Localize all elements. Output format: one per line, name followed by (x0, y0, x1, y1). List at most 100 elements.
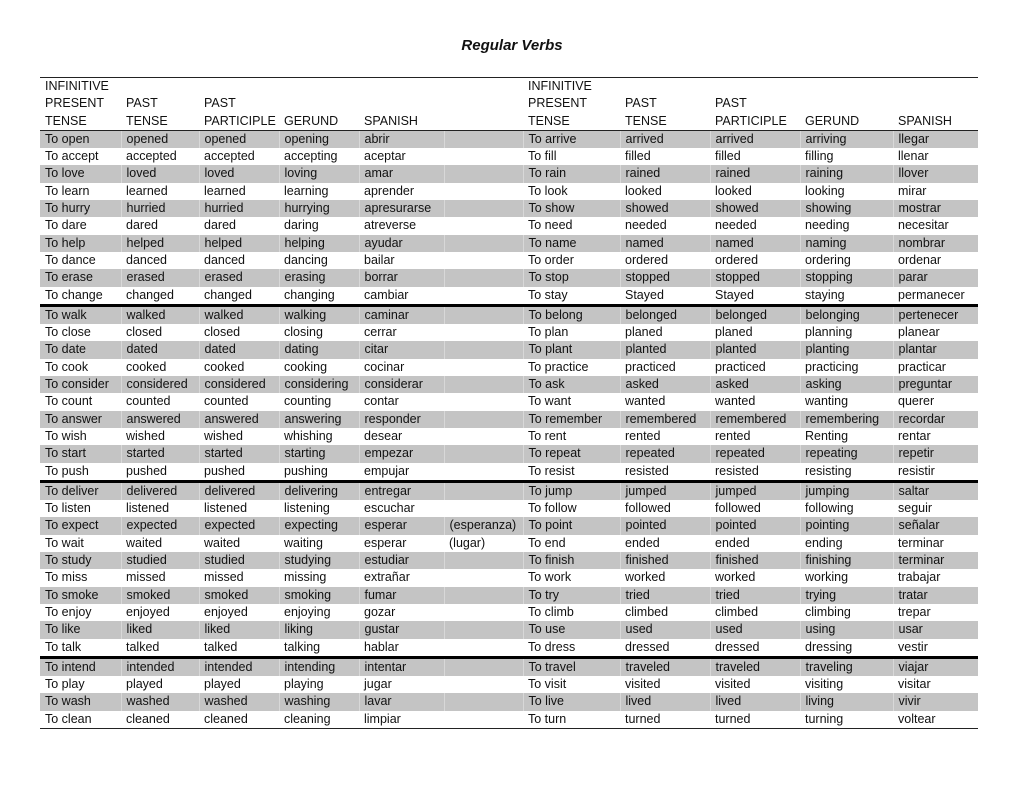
cell-past-tense: asked (619, 376, 710, 394)
cell-past-tense: pushed (126, 463, 168, 478)
cell-past-tense: changed (126, 287, 174, 302)
cell-note (444, 252, 523, 269)
table-row: To deliver delivered delivered delivering en… (40, 479, 978, 501)
cell-past-participle: liked (198, 621, 279, 639)
cell-infinitive: To date (40, 341, 121, 359)
cell-gerund: living (799, 693, 893, 711)
cell-spanish: abrir (358, 130, 444, 149)
cell-infinitive: To work (528, 570, 572, 585)
table-row: To push pushed pushed pushing empujar To resi… (40, 463, 978, 482)
table-row: To expect expected expected expecting espera… (40, 517, 978, 535)
cell-infinitive: To open (40, 130, 121, 149)
cell-gerund: enjoying (284, 604, 331, 619)
header-cell-past-participle (710, 77, 800, 96)
cell-past-participle: dated (198, 341, 279, 359)
cell-gerund: cooking (284, 359, 328, 374)
cell-note (443, 130, 523, 149)
header-cell-infinitive: PRESENT (528, 96, 588, 111)
cell-gerund: practicing (805, 359, 859, 374)
header-cell-spanish (893, 77, 978, 96)
cell-past-participle: learned (204, 183, 246, 198)
cell-past-participle: talked (204, 639, 238, 654)
cell-past-participle: belonged (709, 303, 800, 325)
cell-spanish: permanecer (898, 287, 965, 302)
cell-spanish: intentar (358, 655, 444, 677)
cell-gerund: stopping (799, 269, 893, 287)
cell-past-participle: planed (715, 325, 753, 340)
cell-past-tense: climbed (625, 604, 669, 619)
cell-past-tense: stopped (619, 269, 710, 287)
cell-past-tense: started (120, 445, 199, 463)
cell-gerund: arriving (799, 130, 893, 149)
cell-gerund: naming (799, 234, 893, 252)
cell-past-tense: belonged (619, 303, 710, 325)
cell-past-tense: tried (619, 586, 710, 604)
cell-note (444, 324, 523, 341)
cell-infinitive: To need (528, 218, 573, 233)
cell-spanish: esperar (364, 535, 407, 550)
table-row: To enjoy enjoyed enjoyed enjoying gozar To cl… (40, 604, 978, 621)
cell-past-tense: cleaned (121, 710, 199, 729)
header-cell-infinitive: INFINITIVE (523, 77, 620, 96)
table-row: To clean cleaned cleaned cleaning limpiar To … (40, 710, 978, 729)
cell-gerund: loving (278, 165, 359, 183)
cell-infinitive: To dance (45, 252, 96, 267)
cell-past-participle: looked (715, 183, 752, 198)
cell-infinitive: To learn (45, 183, 90, 198)
cell-past-participle: dared (204, 218, 236, 233)
cell-spanish: esperar (358, 517, 444, 535)
cell-infinitive: To resist (528, 463, 575, 478)
header-cell-note (444, 112, 523, 131)
cell-past-participle: expected (198, 517, 279, 535)
cell-infinitive: To ask (522, 376, 620, 394)
cell-past-participle: danced (204, 252, 246, 267)
cell-gerund: smoking (278, 586, 359, 604)
table-row: To listen listened listened listening escuch… (40, 500, 978, 517)
page-title: Regular Verbs (461, 37, 563, 54)
header-row: PRESENT PAST PAST PRESENT PAST PAST (40, 95, 978, 112)
header-cell-past-participle: PARTICIPLE (710, 112, 800, 131)
cell-past-participle: practiced (715, 359, 766, 374)
cell-past-tense: missed (126, 570, 166, 585)
regular-verbs-table: INFINITIVE INFINITIVE PRESENT PAST PAST PRESE… (40, 77, 978, 729)
header-cell-note (444, 95, 523, 112)
cell-gerund: playing (284, 677, 324, 692)
cell-infinitive: To cook (45, 359, 89, 374)
cell-past-tense: liked (120, 621, 199, 639)
cell-past-tense: rained (619, 165, 710, 183)
header-cell-past-participle: PAST (204, 96, 236, 111)
cell-past-tense: listened (126, 501, 170, 516)
cell-spanish: vestir (898, 639, 928, 654)
cell-infinitive: To use (522, 621, 620, 639)
cell-spanish: cocinar (364, 359, 405, 374)
cell-gerund: traveling (799, 655, 893, 677)
cell-spanish: llover (892, 165, 978, 183)
cell-note (444, 639, 523, 658)
cell-spanish: ordenar (898, 252, 942, 267)
cell-gerund: waiting (284, 535, 323, 550)
cell-note (443, 655, 523, 677)
cell-spanish: mirar (898, 183, 927, 198)
cell-gerund: jumping (799, 479, 893, 501)
cell-past-tense: accepted (126, 149, 177, 164)
cell-note (444, 604, 523, 621)
cell-gerund: pointing (799, 517, 893, 535)
table-row: To erase erased erased erasing borrar To stop… (40, 269, 978, 287)
table-row: To learn learned learned learning aprender To… (40, 183, 978, 200)
header-cell-gerund (279, 95, 359, 112)
cell-past-tense: counted (126, 394, 171, 409)
cell-gerund: belonging (799, 303, 893, 325)
cell-past-participle: jumped (709, 479, 800, 501)
cell-past-participle: showed (709, 200, 800, 218)
cell-past-tense: pointed (619, 517, 710, 535)
cell-spanish: parar (892, 269, 978, 287)
cell-infinitive: To love (40, 165, 121, 183)
cell-gerund: trying (799, 586, 893, 604)
cell-gerund: opening (278, 130, 359, 149)
cell-past-tense: used (619, 621, 710, 639)
cell-past-tense: learned (126, 183, 168, 198)
cell-past-tense: planed (625, 325, 663, 340)
header-cell-gerund (279, 77, 359, 96)
cell-past-tense: ordered (625, 252, 669, 267)
cell-past-tense: dressed (625, 639, 670, 654)
